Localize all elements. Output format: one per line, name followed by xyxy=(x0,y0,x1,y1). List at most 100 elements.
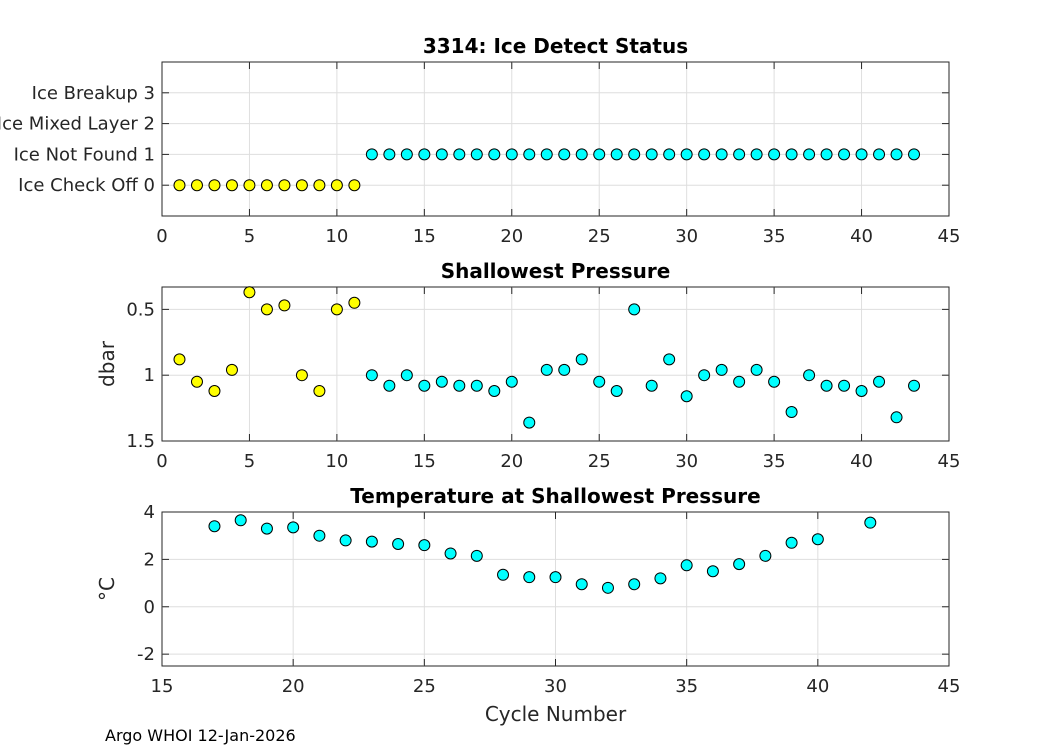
data-point xyxy=(243,179,256,192)
y-tick-label: 4 xyxy=(144,502,155,523)
data-point xyxy=(558,148,571,161)
x-tick-label: 0 xyxy=(156,226,167,247)
data-point xyxy=(383,148,396,161)
data-point xyxy=(820,379,833,392)
data-point xyxy=(855,384,868,397)
data-point xyxy=(575,353,588,366)
data-point xyxy=(645,148,658,161)
data-point xyxy=(663,353,676,366)
data-point xyxy=(488,148,501,161)
data-point xyxy=(330,303,343,316)
data-point xyxy=(444,547,457,560)
data-point xyxy=(470,379,483,392)
x-tick-label: 10 xyxy=(325,451,348,472)
data-point xyxy=(287,521,300,534)
data-point xyxy=(295,369,308,382)
x-tick-label: 10 xyxy=(325,226,348,247)
data-point xyxy=(890,411,903,424)
data-point xyxy=(680,390,693,403)
data-point xyxy=(540,363,553,376)
data-point xyxy=(698,148,711,161)
data-point xyxy=(295,179,308,192)
chart-title: Temperature at Shallowest Pressure xyxy=(350,484,760,508)
data-point xyxy=(243,286,256,299)
data-point xyxy=(453,379,466,392)
data-point xyxy=(225,179,238,192)
x-tick-label: 0 xyxy=(156,451,167,472)
data-point xyxy=(803,369,816,382)
data-point xyxy=(234,514,247,527)
x-tick-label: 20 xyxy=(282,676,305,697)
data-point xyxy=(523,148,536,161)
x-tick-label: 5 xyxy=(244,451,255,472)
data-point xyxy=(575,578,588,591)
shallowest-pressure-chart: 0 5 10 15 20 25 30 35 40 45 0.5 1 1.5 Shallowest Pres… xyxy=(95,259,960,472)
data-point xyxy=(260,522,273,535)
x-tick-label: 35 xyxy=(763,226,786,247)
data-point xyxy=(523,571,536,584)
data-point xyxy=(488,384,501,397)
data-point xyxy=(540,148,553,161)
data-point xyxy=(838,379,851,392)
data-point xyxy=(908,148,921,161)
data-point xyxy=(208,179,221,192)
data-point xyxy=(908,379,921,392)
x-tick-label: 25 xyxy=(588,226,611,247)
chart-title: 3314: Ice Detect Status xyxy=(423,34,688,58)
data-point xyxy=(706,565,719,578)
data-point xyxy=(785,148,798,161)
data-point xyxy=(208,520,221,533)
y-tick-label: 0 xyxy=(144,597,155,618)
y-tick-label: 2 xyxy=(144,549,155,570)
x-tick-label: 40 xyxy=(850,226,873,247)
data-point xyxy=(453,148,466,161)
data-point xyxy=(435,375,448,388)
x-axis-label: Cycle Number xyxy=(485,702,627,726)
data-point xyxy=(470,148,483,161)
x-tick-label: 45 xyxy=(938,676,961,697)
x-tick-label: 20 xyxy=(500,226,523,247)
data-point xyxy=(873,148,886,161)
x-tick-label: 15 xyxy=(413,226,436,247)
ice-detect-status-chart: 0 5 10 15 20 25 30 35 40 45 Ice Check Off 0 Ice Not… xyxy=(0,34,960,247)
y-tick-label: 1 xyxy=(144,365,155,386)
x-tick-label: 25 xyxy=(413,676,436,697)
data-point xyxy=(663,148,676,161)
data-point xyxy=(680,148,693,161)
data-point xyxy=(855,148,868,161)
data-point xyxy=(313,179,326,192)
y-tick-label: Ice Not Found 1 xyxy=(14,144,155,165)
data-point xyxy=(190,375,203,388)
data-point xyxy=(208,384,221,397)
data-point xyxy=(365,369,378,382)
data-point xyxy=(610,384,623,397)
data-point xyxy=(260,303,273,316)
data-point xyxy=(811,533,824,546)
data-point xyxy=(497,568,510,581)
data-point xyxy=(864,516,877,529)
x-tick-label: 15 xyxy=(413,451,436,472)
data-point xyxy=(593,375,606,388)
data-point xyxy=(383,379,396,392)
data-point xyxy=(750,363,763,376)
x-tick-label: 30 xyxy=(544,676,567,697)
plot-area xyxy=(161,61,950,217)
data-point xyxy=(260,179,273,192)
data-point xyxy=(838,148,851,161)
data-point xyxy=(418,148,431,161)
data-point xyxy=(803,148,816,161)
data-point xyxy=(400,148,413,161)
plot-area xyxy=(161,286,950,442)
y-tick-label: Ice Mixed Layer 2 xyxy=(0,114,155,135)
data-point xyxy=(820,148,833,161)
data-point xyxy=(654,572,667,585)
y-tick-label: Ice Check Off 0 xyxy=(18,175,155,196)
y-axis-label: °C xyxy=(95,577,119,601)
data-point xyxy=(733,558,746,571)
y-tick-label: -2 xyxy=(137,644,155,665)
data-point xyxy=(768,375,781,388)
data-point xyxy=(418,379,431,392)
data-point xyxy=(698,369,711,382)
data-point xyxy=(873,375,886,388)
data-point xyxy=(418,539,431,552)
